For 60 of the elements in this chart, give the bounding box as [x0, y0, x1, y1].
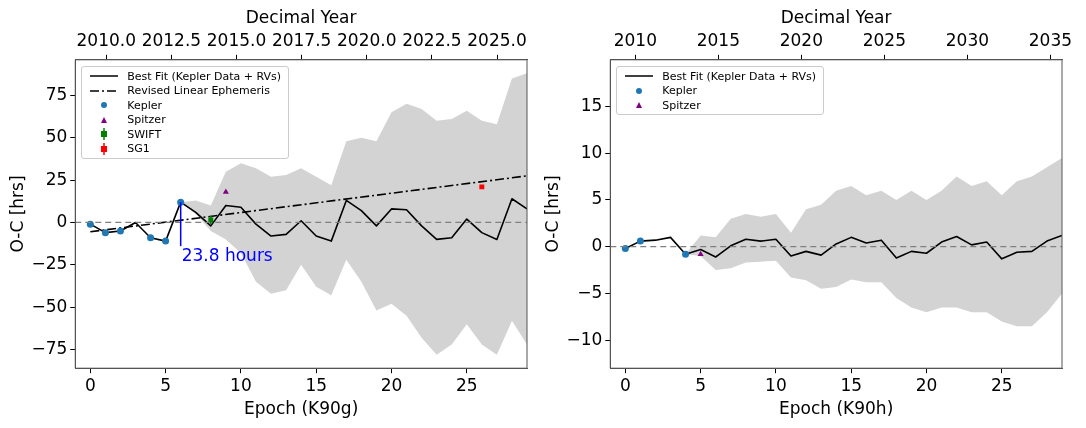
- legend-label: SWIFT: [127, 127, 162, 141]
- y-tick-label: −10: [566, 328, 603, 349]
- y-tick-label: −75: [31, 337, 68, 358]
- y-tick-label: −50: [31, 295, 68, 316]
- y-tick-label: 10: [580, 141, 603, 162]
- x2-tick-label: 2020: [779, 30, 823, 51]
- x-tick-label: 20: [380, 374, 403, 395]
- x2-tick-label: 2010.0: [76, 30, 137, 51]
- x-tick-label: 25: [455, 374, 478, 395]
- y-tick-label: 5: [591, 188, 603, 209]
- y-tick-label: 0: [56, 210, 68, 231]
- y-tick-label: 75: [45, 83, 68, 104]
- point: [86, 220, 94, 228]
- legend-label: Spitzer: [127, 113, 166, 127]
- x-tick-label: 15: [305, 374, 328, 395]
- x2-tick-label: 2035: [1028, 30, 1073, 51]
- y-tick-label: 50: [45, 126, 68, 147]
- legend-label: Kepler: [127, 98, 163, 112]
- point: [222, 188, 229, 194]
- x-tick-label: 0: [84, 374, 96, 395]
- y-axis-title: O-C [hrs]: [541, 175, 562, 253]
- point: [147, 234, 155, 242]
- point: [116, 227, 124, 235]
- x-axis-title: Epoch (K90g): [243, 398, 359, 419]
- y-tick-label: 0: [591, 235, 603, 256]
- y-tick-label: 15: [580, 94, 603, 115]
- x2-tick-label: 2012.5: [141, 30, 202, 51]
- x2-tick-label: 2020.0: [337, 30, 397, 51]
- x-axis-title: Epoch (K90h): [779, 398, 894, 419]
- x2-tick-label: 2030: [945, 30, 989, 51]
- x2-tick-label: 2025: [862, 30, 906, 51]
- legend-label: Best Fit (Kepler Data + RVs): [662, 69, 817, 83]
- legend-label: Revised Linear Ephemeris: [127, 84, 270, 98]
- y-tick-label: −25: [31, 253, 68, 274]
- x2-tick-label: 2017.5: [271, 30, 332, 51]
- x-tick-label: 5: [160, 374, 172, 395]
- x2-tick-label: 2015.0: [206, 30, 267, 51]
- annotation: 23.8 hours: [181, 244, 273, 265]
- x-tick-label: 5: [695, 374, 707, 395]
- x-tick-label: 20: [915, 374, 938, 395]
- x2-tick-label: 2025.0: [467, 30, 527, 51]
- x2-tick-label: 2015: [696, 30, 740, 51]
- y-tick-label: −5: [577, 281, 603, 302]
- point: [101, 229, 109, 237]
- legend-label: Kepler: [662, 84, 698, 98]
- x-tick-label: 25: [990, 374, 1013, 395]
- x2-axis-title: Decimal Year: [780, 6, 892, 27]
- legend-label: Best Fit (Kepler Data + RVs): [127, 69, 282, 83]
- legend-label: SG1: [127, 142, 150, 156]
- x2-axis-title: Decimal Year: [245, 6, 357, 27]
- x-tick-label: 15: [840, 374, 863, 395]
- x-tick-label: 10: [765, 374, 787, 395]
- y-tick-label: 25: [45, 168, 68, 189]
- y-axis-title: O-C [hrs]: [6, 175, 27, 253]
- legend-label: Spitzer: [662, 98, 701, 112]
- x2-tick-label: 2022.5: [402, 30, 462, 51]
- x-tick-label: 0: [619, 374, 631, 395]
- x2-tick-label: 2010: [613, 30, 657, 51]
- x-tick-label: 10: [230, 374, 252, 395]
- point: [162, 237, 170, 245]
